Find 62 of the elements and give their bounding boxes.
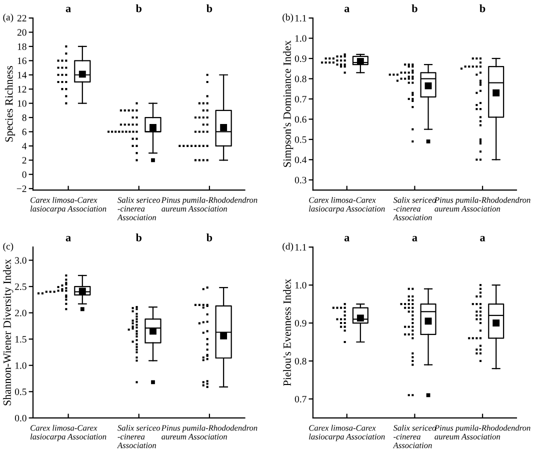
text: b [480, 4, 486, 12]
y-tick-label: 2.0 [15, 310, 26, 316]
y-tick-label: 1.0 [15, 362, 26, 369]
x-tick-label: Pinus pumila-Rhododendron aureum Association [161, 196, 258, 212]
y-tick-label: 0.5 [294, 136, 306, 143]
y-tick-label: 0.5 [14, 388, 26, 396]
y-tick-label: 20 [17, 29, 26, 36]
chart-title: (c) [3, 242, 14, 252]
y-tick-label: −2 [16, 186, 26, 192]
text: a [344, 236, 350, 242]
y-axis-title: Simpson's Dominance Index [283, 40, 294, 167]
y-tick-label: 1.5 [15, 336, 26, 343]
y-axis-title: Shannon-Wiener Diversity Index [3, 259, 14, 406]
text: a [412, 236, 418, 242]
chart-title: (b) [282, 14, 294, 22]
x-tick-label: Salix sericeo -cinerea Association [117, 196, 160, 220]
y-tick-label: 0.8 [294, 358, 306, 364]
y-tick-label: 8 [22, 114, 26, 121]
chart-title: (d) [282, 242, 294, 252]
y-tick-label: 1.1 [295, 244, 306, 251]
y-tick-label: 22 [17, 14, 26, 22]
x-tick-label: Salix sericeo -cinerea Association [117, 424, 160, 448]
y-tick-label: 0 [22, 171, 26, 178]
y-tick-label: 16 [18, 58, 26, 64]
text: b [136, 4, 142, 12]
text: a [344, 6, 350, 12]
y-tick-label: 0.4 [294, 156, 307, 164]
y-tick-label: 0.7 [294, 396, 306, 402]
chart-title: (a) [3, 14, 14, 22]
text: b [412, 4, 418, 12]
y-tick-label: 0.8 [294, 76, 306, 82]
x-tick-label: Carex limosa-Carex lasiocarpa Association [30, 196, 106, 214]
y-tick-label: 14 [18, 72, 27, 78]
x-tick-label: Pinus pumila-Rhododendron aureum Association [161, 424, 258, 440]
x-tick-label: Carex limosa-Carex lasiocarpa Association [309, 196, 385, 214]
x-tick-label: Carex limosa-Carex lasiocarpa Association [30, 424, 106, 442]
y-tick-label: 0.9 [294, 55, 306, 62]
y-axis-title: Pielou's Evenness Index [283, 278, 291, 386]
y-tick-label: 0.7 [294, 96, 306, 102]
x-tick-label: Carex limosa-Carex lasiocarpa Association [309, 424, 385, 442]
y-tick-label: 2 [22, 157, 26, 164]
y-tick-label: 1.0 [295, 282, 306, 289]
y-tick-label: 4 [22, 142, 27, 150]
y-tick-label: 2.5 [15, 283, 26, 290]
y-tick-label: 0.0 [14, 414, 26, 422]
y-tick-label: 0.3 [294, 176, 306, 184]
y-tick-label: 1.0 [295, 35, 306, 42]
y-tick-label: 1.1 [295, 14, 306, 22]
y-axis-title: Species Richness [4, 66, 16, 142]
text: a [66, 236, 71, 242]
text: a [480, 236, 486, 242]
y-tick-label: 10 [18, 100, 26, 107]
y-tick-label: 0.6 [294, 116, 306, 123]
text: b [136, 234, 142, 242]
y-tick-label: 0.9 [294, 320, 306, 327]
text: a [66, 6, 71, 12]
y-tick-label: 18 [18, 43, 26, 50]
y-tick-label: 6 [22, 128, 26, 136]
y-tick-label: 3.0 [15, 257, 26, 264]
text: b [206, 234, 212, 242]
text: b [206, 4, 212, 12]
y-tick-label: 12 [18, 86, 26, 92]
